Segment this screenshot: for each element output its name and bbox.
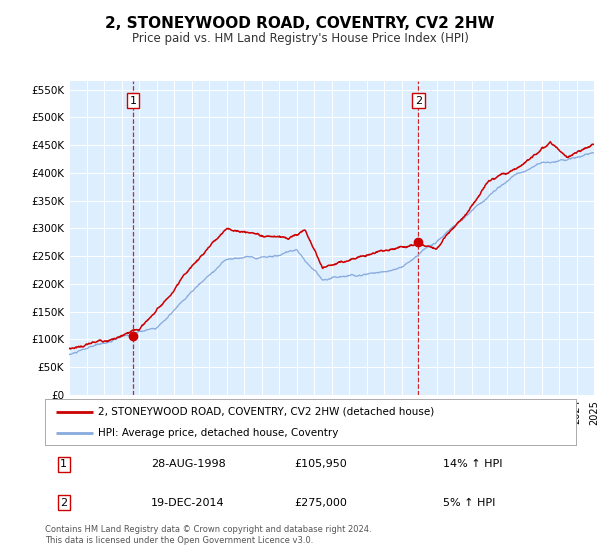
Text: 5% ↑ HPI: 5% ↑ HPI (443, 498, 496, 508)
Text: 28-AUG-1998: 28-AUG-1998 (151, 459, 226, 469)
Text: 1: 1 (130, 96, 136, 106)
Text: 14% ↑ HPI: 14% ↑ HPI (443, 459, 503, 469)
Text: 2, STONEYWOOD ROAD, COVENTRY, CV2 2HW: 2, STONEYWOOD ROAD, COVENTRY, CV2 2HW (105, 16, 495, 31)
Text: Contains HM Land Registry data © Crown copyright and database right 2024.
This d: Contains HM Land Registry data © Crown c… (45, 525, 371, 545)
Text: £105,950: £105,950 (295, 459, 347, 469)
Text: £275,000: £275,000 (295, 498, 347, 508)
Text: HPI: Average price, detached house, Coventry: HPI: Average price, detached house, Cove… (98, 428, 338, 438)
Text: 2, STONEYWOOD ROAD, COVENTRY, CV2 2HW (detached house): 2, STONEYWOOD ROAD, COVENTRY, CV2 2HW (d… (98, 407, 434, 417)
Text: Price paid vs. HM Land Registry's House Price Index (HPI): Price paid vs. HM Land Registry's House … (131, 32, 469, 45)
Text: 2: 2 (415, 96, 422, 106)
Text: 2: 2 (60, 498, 67, 508)
Text: 1: 1 (60, 459, 67, 469)
Text: 19-DEC-2014: 19-DEC-2014 (151, 498, 225, 508)
